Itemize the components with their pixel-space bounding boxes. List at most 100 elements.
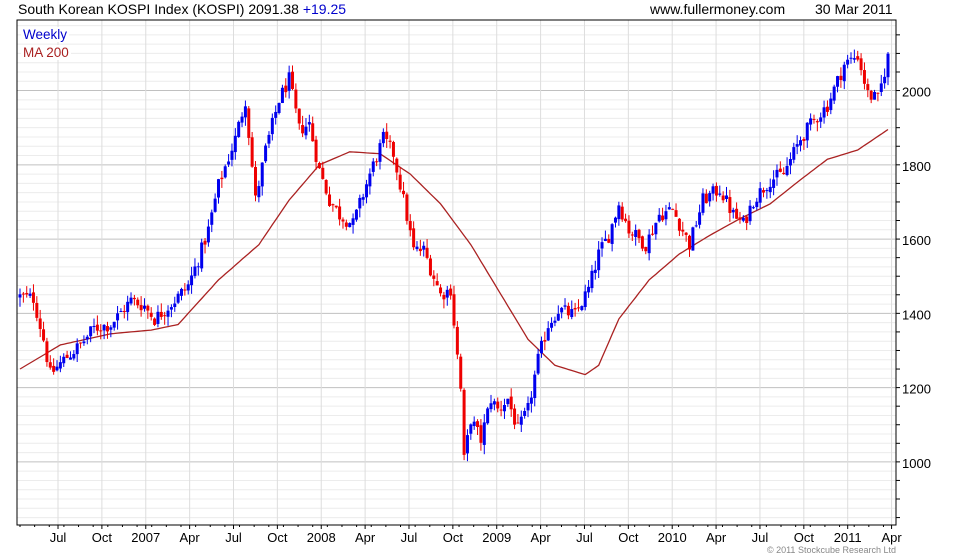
candle-body	[264, 145, 268, 162]
candle	[129, 292, 133, 306]
candle	[149, 307, 153, 321]
candle-body	[883, 76, 887, 84]
candle	[519, 410, 523, 433]
candle-body	[792, 147, 796, 160]
candle	[381, 128, 385, 148]
candle-body	[590, 270, 594, 289]
candle	[388, 135, 392, 149]
candle	[698, 204, 702, 229]
candle-body	[442, 294, 446, 300]
candle	[563, 298, 567, 310]
candle	[802, 137, 806, 150]
candle	[839, 67, 843, 88]
candle	[354, 209, 358, 222]
candle-body	[270, 117, 274, 135]
x-tick-label: 2010	[658, 530, 687, 545]
candle	[785, 157, 789, 177]
candle-body	[267, 134, 271, 144]
candle-body	[116, 313, 120, 321]
candle	[886, 52, 890, 86]
candle-body	[825, 106, 829, 112]
candle-body	[257, 186, 261, 198]
candle-body	[677, 218, 681, 231]
candle	[324, 179, 328, 196]
chart-title: South Korean KOSPI Index (KOSPI) 2091.38…	[18, 1, 346, 17]
candle	[301, 115, 305, 138]
candle-body	[587, 286, 591, 293]
candle-body	[277, 102, 281, 114]
candle	[203, 238, 207, 254]
candle	[459, 353, 463, 392]
candle	[223, 164, 227, 179]
candle	[711, 183, 715, 201]
candle-body	[714, 185, 718, 196]
candle-body	[179, 288, 183, 296]
candle-body	[634, 230, 638, 238]
candle	[714, 182, 718, 202]
candle-body	[129, 297, 133, 304]
candle	[772, 170, 776, 196]
candle-body	[105, 326, 109, 332]
candle	[644, 246, 648, 255]
candle	[250, 132, 254, 168]
candle	[378, 139, 382, 170]
candle	[136, 297, 140, 309]
candle	[193, 258, 197, 279]
candle-body	[805, 122, 809, 141]
candle	[597, 241, 601, 278]
candle-body	[243, 106, 247, 118]
candle	[385, 123, 389, 148]
candle-body	[169, 307, 173, 310]
candle	[846, 54, 850, 69]
candle	[31, 284, 35, 311]
candle	[576, 299, 580, 312]
candle-body	[664, 211, 668, 220]
candle	[610, 223, 614, 252]
candle	[445, 285, 449, 306]
grid-lines	[17, 20, 896, 525]
candle-body	[132, 297, 136, 300]
candle	[105, 321, 109, 339]
candle-body	[240, 116, 244, 123]
candle	[627, 215, 631, 238]
candle	[634, 224, 638, 246]
x-tick-label: Apr	[180, 530, 201, 545]
candle	[613, 216, 617, 228]
source-website[interactable]: www.fullermoney.com	[650, 1, 786, 17]
candle-body	[822, 107, 826, 118]
candle	[408, 214, 412, 237]
candle-body	[661, 215, 665, 221]
candle	[82, 335, 86, 346]
candle	[836, 75, 840, 93]
candle-body	[630, 234, 634, 236]
candle	[449, 284, 453, 300]
candle	[38, 309, 42, 338]
candle-body	[758, 188, 762, 203]
candle	[472, 416, 476, 430]
candle	[159, 303, 163, 320]
candle	[492, 398, 496, 411]
candle	[486, 406, 490, 425]
candle	[842, 61, 846, 90]
candle-body	[849, 57, 853, 59]
candle	[126, 295, 130, 321]
candle-body	[418, 248, 422, 252]
candle	[883, 68, 887, 89]
candle-body	[250, 137, 254, 167]
candle-body	[610, 224, 614, 244]
candle-body	[176, 293, 180, 303]
candle-body	[553, 320, 557, 323]
candle-body	[334, 205, 338, 208]
candle	[799, 136, 803, 152]
candle	[553, 316, 557, 327]
candle-body	[711, 186, 715, 194]
candle	[674, 203, 678, 217]
candle-body	[92, 325, 96, 327]
candle-body	[274, 111, 278, 118]
candle-body	[89, 326, 93, 337]
candle-body	[617, 205, 621, 220]
candle-body	[738, 217, 742, 220]
x-tick-label: Jul	[752, 530, 769, 545]
candle	[657, 208, 661, 223]
candle	[809, 113, 813, 131]
